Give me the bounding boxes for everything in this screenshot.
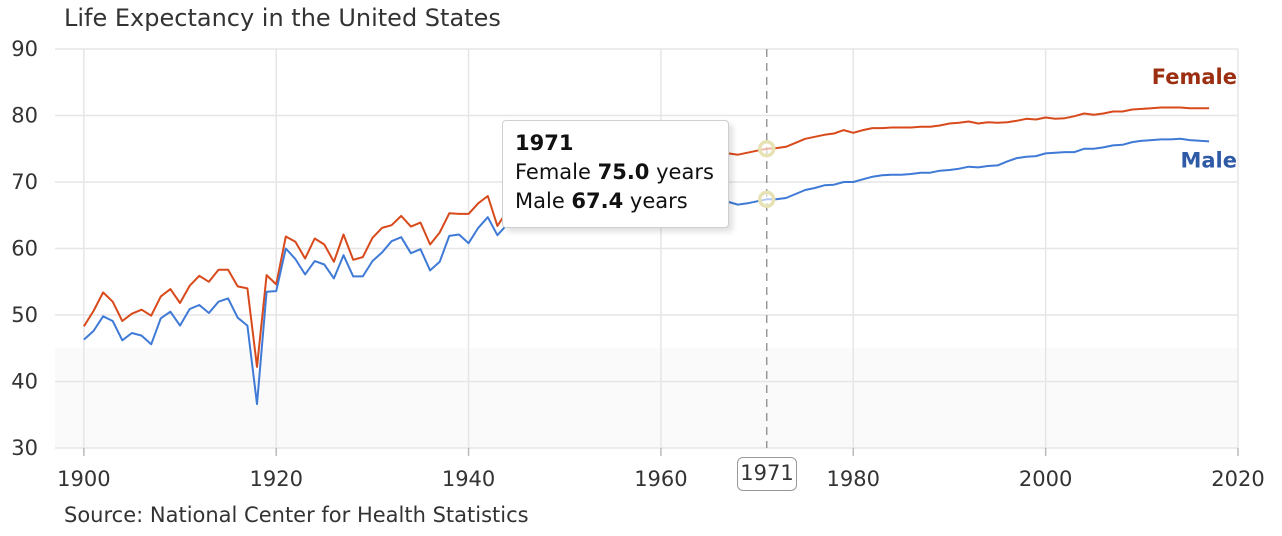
x-tick-label: 1980 [827,467,880,491]
x-tick-label: 2020 [1211,467,1264,491]
y-tick-label: 60 [11,237,38,261]
y-tick-label: 70 [11,170,38,194]
series-label-male: Male [1180,148,1237,172]
x-tick-label: 1920 [249,467,302,491]
y-tick-label: 40 [11,370,38,394]
y-tick-label: 80 [11,104,38,128]
plot-band [55,348,1238,448]
y-axis-ticks: 30 40 50 60 70 80 90 [11,37,38,460]
crosshair-x-label: 1971 [737,457,797,491]
x-tick-label: 1900 [57,467,110,491]
tooltip-female-unit: years [649,160,714,184]
hover-marker-female [757,140,776,158]
series-label-female: Female [1152,65,1237,89]
x-tick-label: 1960 [634,467,687,491]
x-tick-label: 1940 [442,467,495,491]
chart-title: Life Expectancy in the United States [64,4,501,32]
y-tick-label: 90 [11,37,38,61]
hover-marker-male [757,190,776,209]
x-axis-ticks: 1900 1920 1940 1960 1980 2000 2020 [57,448,1265,491]
tooltip-female-row: Female 75.0 years [515,158,716,187]
y-tick-label: 50 [11,303,38,327]
y-tick-label: 30 [11,436,38,460]
tooltip-male-unit: years [623,189,688,213]
tooltip-male-value: 67.4 [571,189,624,213]
tooltip: 1971 Female 75.0 years Male 67.4 years [502,120,729,228]
tooltip-year: 1971 [515,131,574,155]
chart-source: Source: National Center for Health Stati… [64,503,529,527]
tooltip-male-label: Male [515,189,572,213]
x-tick-label: 2000 [1019,467,1072,491]
tooltip-female-value: 75.0 [597,160,650,184]
series-labels: Female Male [1152,65,1237,172]
tooltip-male-row: Male 67.4 years [515,187,716,216]
hover-markers [757,140,776,209]
tooltip-female-label: Female [515,160,598,184]
grid [55,48,1239,449]
